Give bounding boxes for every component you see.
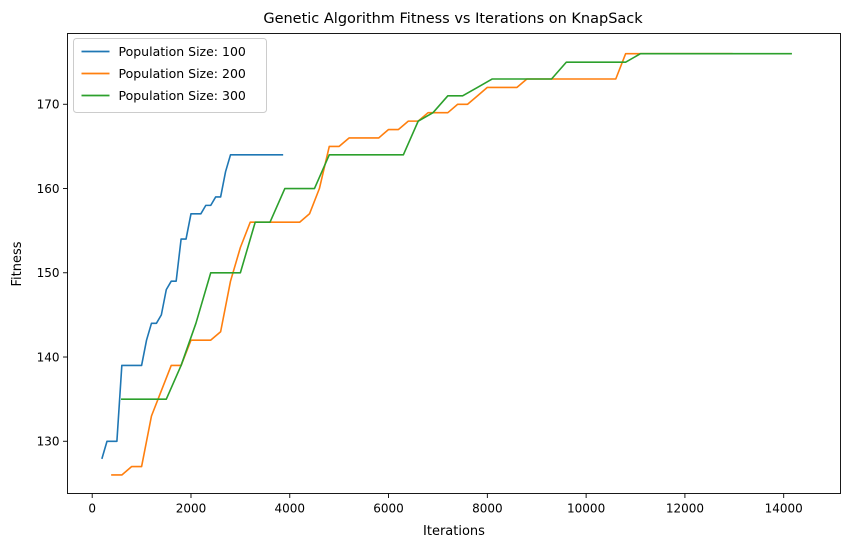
legend-label-3: Population Size: 300 (119, 88, 246, 103)
y-axis: 130 140 150 160 170 (37, 98, 68, 449)
x-axis-label: Iterations (423, 524, 485, 539)
x-axis: 0 2000 4000 6000 8000 10000 12000 14000 (88, 493, 803, 516)
legend: Population Size: 100 Population Size: 200… (73, 38, 267, 113)
y-tick-label: 150 (37, 266, 60, 280)
y-tick-label: 140 (37, 350, 60, 364)
x-tick-label: 4000 (274, 502, 305, 516)
legend-label-1: Population Size: 100 (119, 44, 246, 59)
legend-label-2: Population Size: 200 (119, 66, 246, 81)
series-line-1 (101, 154, 284, 460)
x-tick-label: 0 (88, 502, 96, 516)
plot-frame (67, 33, 841, 494)
x-tick-label: 12000 (666, 502, 704, 516)
x-tick-label: 10000 (567, 502, 605, 516)
x-tick-label: 6000 (373, 502, 404, 516)
legend-box (73, 38, 267, 113)
series-lines (101, 52, 792, 476)
series-line-3 (121, 52, 792, 400)
x-tick-label: 2000 (176, 502, 207, 516)
chart-title: Genetic Algorithm Fitness vs Iterations … (263, 11, 643, 27)
y-axis-label: Fitness (10, 241, 25, 286)
y-tick-label: 160 (37, 182, 60, 196)
x-tick-label: 8000 (472, 502, 503, 516)
y-tick-label: 130 (37, 435, 60, 449)
y-tick-label: 170 (37, 98, 60, 112)
series-line-2 (111, 52, 733, 476)
x-tick-label: 14000 (765, 502, 803, 516)
